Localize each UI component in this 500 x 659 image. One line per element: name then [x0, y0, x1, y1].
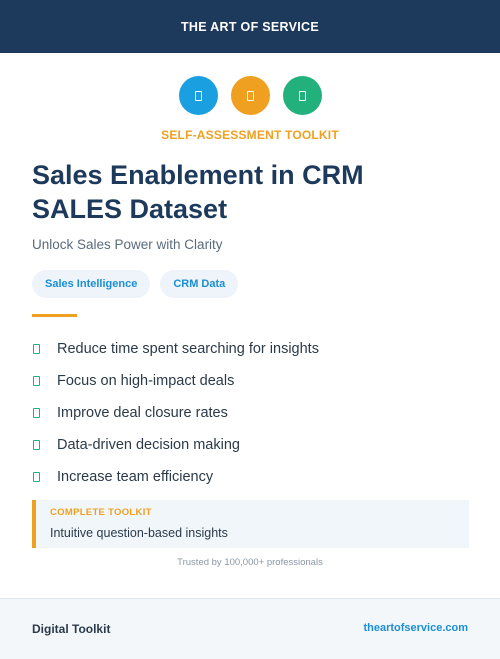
benefit-text: Increase team efficiency	[57, 469, 214, 485]
benefit-list: Reduce time spent searching for insights…	[32, 333, 319, 493]
trust-statement: Trusted by 100,000+ professionals	[177, 557, 323, 568]
tag-crm-data: CRM Data	[160, 270, 239, 298]
check-icon	[33, 344, 40, 354]
website-link[interactable]: theartofservice.com	[363, 622, 468, 634]
benefit-text: Data-driven decision making	[57, 437, 240, 453]
title-line-2: SALES Dataset	[32, 194, 228, 224]
doc-icon	[194, 90, 202, 101]
check-icon	[33, 472, 40, 482]
callout-label: COMPLETE TOOLKIT	[50, 507, 152, 518]
check-icon	[33, 376, 40, 386]
page-title: Sales Enablement in CRM SALES Dataset	[32, 158, 472, 226]
doc-icon-green	[282, 76, 322, 115]
callout-text: Intuitive question-based insights	[50, 526, 228, 540]
doc-icon-blue	[178, 76, 218, 115]
benefit-text: Reduce time spent searching for insights	[57, 341, 319, 357]
benefit-text: Focus on high-impact deals	[57, 373, 235, 389]
tag-sales-intelligence: Sales Intelligence	[32, 270, 151, 298]
list-item: Increase team efficiency	[32, 461, 319, 493]
toolkit-callout: COMPLETE TOOLKIT Intuitive question-base…	[32, 500, 469, 548]
benefit-text: Improve deal closure rates	[57, 405, 228, 421]
toolkit-kicker: SELF-ASSESSMENT TOOLKIT	[161, 128, 339, 142]
list-item: Improve deal closure rates	[32, 397, 319, 429]
title-line-1: Sales Enablement in CRM	[32, 160, 364, 190]
subtitle: Unlock Sales Power with Clarity	[32, 237, 223, 252]
brand-title: THE ART OF SERVICE	[180, 19, 320, 34]
doc-icon-orange	[230, 76, 270, 115]
accent-divider	[32, 314, 77, 317]
footer-label: Digital Toolkit	[32, 622, 111, 636]
footer: Digital Toolkit theartofservice.com	[0, 598, 500, 659]
check-icon	[33, 440, 40, 450]
top-banner: THE ART OF SERVICE	[0, 0, 500, 53]
check-icon	[33, 408, 40, 418]
list-item: Data-driven decision making	[32, 429, 319, 461]
list-item: Reduce time spent searching for insights	[32, 333, 319, 365]
doc-icon	[298, 90, 306, 101]
list-item: Focus on high-impact deals	[32, 365, 319, 397]
tag-list: Sales Intelligence CRM Data	[32, 270, 239, 298]
icon-row	[0, 76, 500, 115]
doc-icon	[246, 90, 254, 101]
